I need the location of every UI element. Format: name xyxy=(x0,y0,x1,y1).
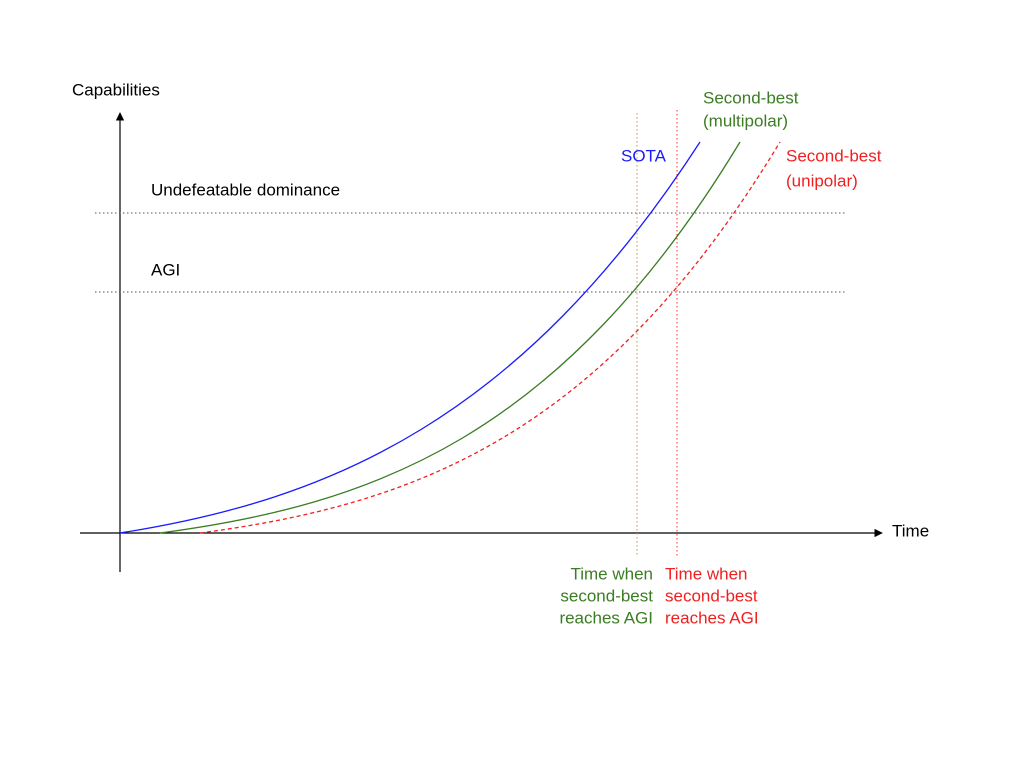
x-axis-label: Time xyxy=(892,521,929,540)
annotation: reaches AGI xyxy=(559,608,653,627)
y-axis-label: Capabilities xyxy=(72,80,160,99)
curve-label: SOTA xyxy=(621,146,667,165)
annotation: Time when xyxy=(665,564,748,583)
annotation: reaches AGI xyxy=(665,608,759,627)
unipolar-curve xyxy=(199,141,781,534)
curve-label: (unipolar) xyxy=(786,171,858,190)
curve-label: Second-best xyxy=(703,88,799,107)
annotation: second-best xyxy=(560,586,653,605)
curve-label: (multipolar) xyxy=(703,111,788,130)
threshold-label: Undefeatable dominance xyxy=(151,180,340,199)
sota-curve xyxy=(119,141,701,534)
annotation: second-best xyxy=(665,586,758,605)
annotation: Time when xyxy=(570,564,653,583)
multipolar-curve xyxy=(159,141,741,534)
threshold-label: AGI xyxy=(151,260,180,279)
curve-label: Second-best xyxy=(786,146,882,165)
